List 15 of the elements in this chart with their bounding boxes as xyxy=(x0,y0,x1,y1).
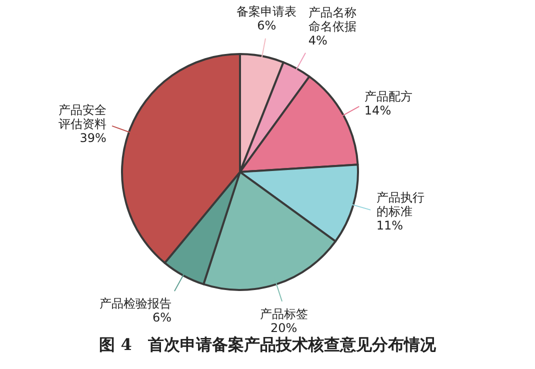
data-label: 39% xyxy=(80,130,106,145)
slice-label: 产品执行的标准 xyxy=(376,190,424,219)
slice-label: 产品配方 xyxy=(364,90,412,104)
data-label: 20% xyxy=(270,321,298,336)
data-label: 14% xyxy=(364,104,392,118)
data-label: 11% xyxy=(376,218,404,233)
slice-label: 产品检验报告 xyxy=(100,296,172,310)
text: 图 4 首次申请备案产品技术核查意见分布情况 xyxy=(99,335,437,354)
slice-label: 产品安全评估资料 xyxy=(58,102,106,131)
data-label: 6% xyxy=(152,310,172,324)
data-label: 4% xyxy=(308,34,328,48)
slice-label: 产品标签 xyxy=(260,307,308,322)
slice-label: 产品名称命名依据 xyxy=(308,6,356,34)
slice-label: 备案申请表 xyxy=(236,4,297,19)
data-label: 6% xyxy=(257,18,276,33)
